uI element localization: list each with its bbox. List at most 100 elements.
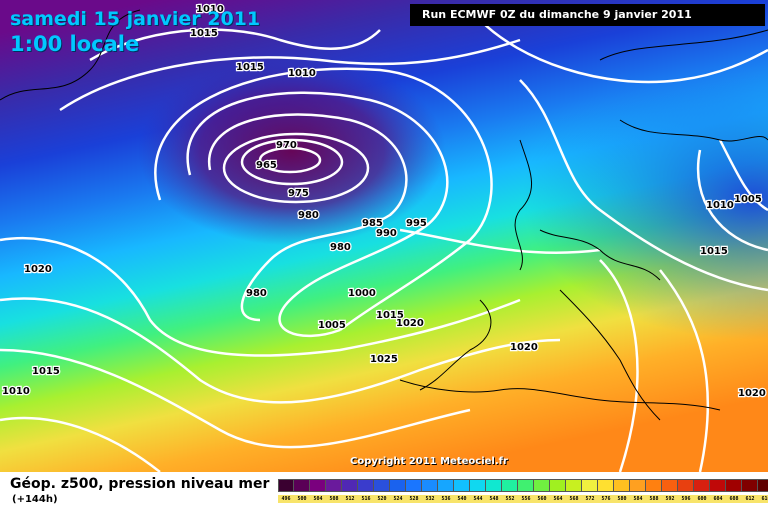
color-swatch	[630, 479, 646, 492]
color-scale-tick: 532	[422, 495, 438, 503]
color-scale-tick: 536	[438, 495, 454, 503]
isobar-label: 985	[362, 218, 383, 229]
color-scale-tick: 576	[598, 495, 614, 503]
color-swatch	[758, 479, 768, 492]
isobar-label: 1020	[738, 388, 766, 399]
color-scale-tick: 612	[742, 495, 758, 503]
color-swatch	[710, 479, 726, 492]
legend-subtitle: (+144h)	[12, 494, 58, 505]
isobar-label: 1000	[348, 288, 376, 299]
color-swatch	[374, 479, 390, 492]
color-swatch	[406, 479, 422, 492]
isobar-label: 1010	[196, 4, 224, 15]
color-scale-tick: 600	[694, 495, 710, 503]
color-swatch	[342, 479, 358, 492]
color-scale-tick: 584	[630, 495, 646, 503]
isobar-label: 965	[256, 160, 277, 171]
color-swatch	[422, 479, 438, 492]
color-swatch	[598, 479, 614, 492]
color-scale-tick: 568	[566, 495, 582, 503]
color-scale-tick: 560	[534, 495, 550, 503]
isobar-label: 1010	[706, 200, 734, 211]
copyright-text: Copyright 2011 Meteociel.fr	[350, 456, 508, 467]
color-scale-tick: 516	[358, 495, 374, 503]
color-scale-tick: 520	[374, 495, 390, 503]
color-swatch	[518, 479, 534, 492]
color-scale-tick: 596	[678, 495, 694, 503]
color-swatch	[534, 479, 550, 492]
legend-title: Géop. z500, pression niveau mer	[10, 476, 270, 492]
isobar-label: 1010	[288, 68, 316, 79]
color-scale-ticks: 496 500 504 508 512 516 520 524 528 532 536 540 544 5…	[278, 495, 768, 503]
color-swatch	[358, 479, 374, 492]
color-scale-tick: 496	[278, 495, 294, 503]
color-swatch	[294, 479, 310, 492]
isobar-label: 1015	[190, 28, 218, 39]
color-scale-tick: 572	[582, 495, 598, 503]
color-swatch	[582, 479, 598, 492]
color-scale-tick: 508	[326, 495, 342, 503]
color-scale-tick: 552	[502, 495, 518, 503]
color-swatch	[678, 479, 694, 492]
color-scale-tick: 580	[614, 495, 630, 503]
color-swatch	[502, 479, 518, 492]
color-scale	[278, 479, 768, 492]
color-swatch	[470, 479, 486, 492]
color-swatch	[390, 479, 406, 492]
color-swatch	[614, 479, 630, 492]
color-swatch	[662, 479, 678, 492]
color-scale-tick: 528	[406, 495, 422, 503]
forecast-date: samedi 15 janvier 2011	[10, 8, 261, 30]
isobar-label: 1010	[2, 386, 30, 397]
color-scale-tick: 604	[710, 495, 726, 503]
color-swatch	[550, 479, 566, 492]
color-scale-tick: 524	[390, 495, 406, 503]
color-scale-tick: 500	[294, 495, 310, 503]
color-swatch	[454, 479, 470, 492]
color-scale-tick: 540	[454, 495, 470, 503]
isobar-label: 1015	[32, 366, 60, 377]
color-scale-tick: 616	[758, 495, 768, 503]
color-scale-tick: 544	[470, 495, 486, 503]
color-scale-tick: 512	[342, 495, 358, 503]
color-swatch	[486, 479, 502, 492]
isobar-label: 1005	[734, 194, 762, 205]
color-scale-tick: 564	[550, 495, 566, 503]
color-scale-tick: 548	[486, 495, 502, 503]
color-swatch	[694, 479, 710, 492]
color-scale-tick: 556	[518, 495, 534, 503]
color-swatch	[742, 479, 758, 492]
isobar-label: 1020	[24, 264, 52, 275]
isobar-label: 975	[288, 188, 309, 199]
isobar-label: 990	[376, 228, 397, 239]
isobar-label: 1015	[236, 62, 264, 73]
weather-map: 1010101510151010970965975980985990995980…	[0, 0, 768, 472]
isobar-labels: 1010101510151010970965975980985990995980…	[1, 3, 767, 401]
model-run-label: Run ECMWF 0Z du dimanche 9 janvier 2011	[410, 4, 765, 26]
color-swatch	[646, 479, 662, 492]
isobar-label: 1015	[376, 310, 404, 321]
isobar-label: 980	[246, 288, 267, 299]
color-scale-tick: 504	[310, 495, 326, 503]
color-scale-tick: 588	[646, 495, 662, 503]
isobar-label: 1005	[318, 320, 346, 331]
isobar-label: 980	[298, 210, 319, 221]
forecast-time: 1:00 locale	[10, 32, 140, 56]
color-swatch	[278, 479, 294, 492]
isobar-label: 1015	[700, 246, 728, 257]
isobar-label: 995	[406, 218, 427, 229]
legend-footer	[0, 472, 768, 512]
color-swatch	[726, 479, 742, 492]
isobar-label: 1020	[396, 318, 424, 329]
isobar-label: 970	[276, 140, 297, 151]
isobar-label: 1020	[510, 342, 538, 353]
color-scale-tick: 592	[662, 495, 678, 503]
color-swatch	[326, 479, 342, 492]
color-swatch	[310, 479, 326, 492]
isobars	[0, 19, 768, 472]
coastlines	[0, 9, 768, 421]
isobar-label: 1025	[370, 354, 398, 365]
color-swatch	[438, 479, 454, 492]
color-swatch	[566, 479, 582, 492]
isobar-label: 980	[330, 242, 351, 253]
